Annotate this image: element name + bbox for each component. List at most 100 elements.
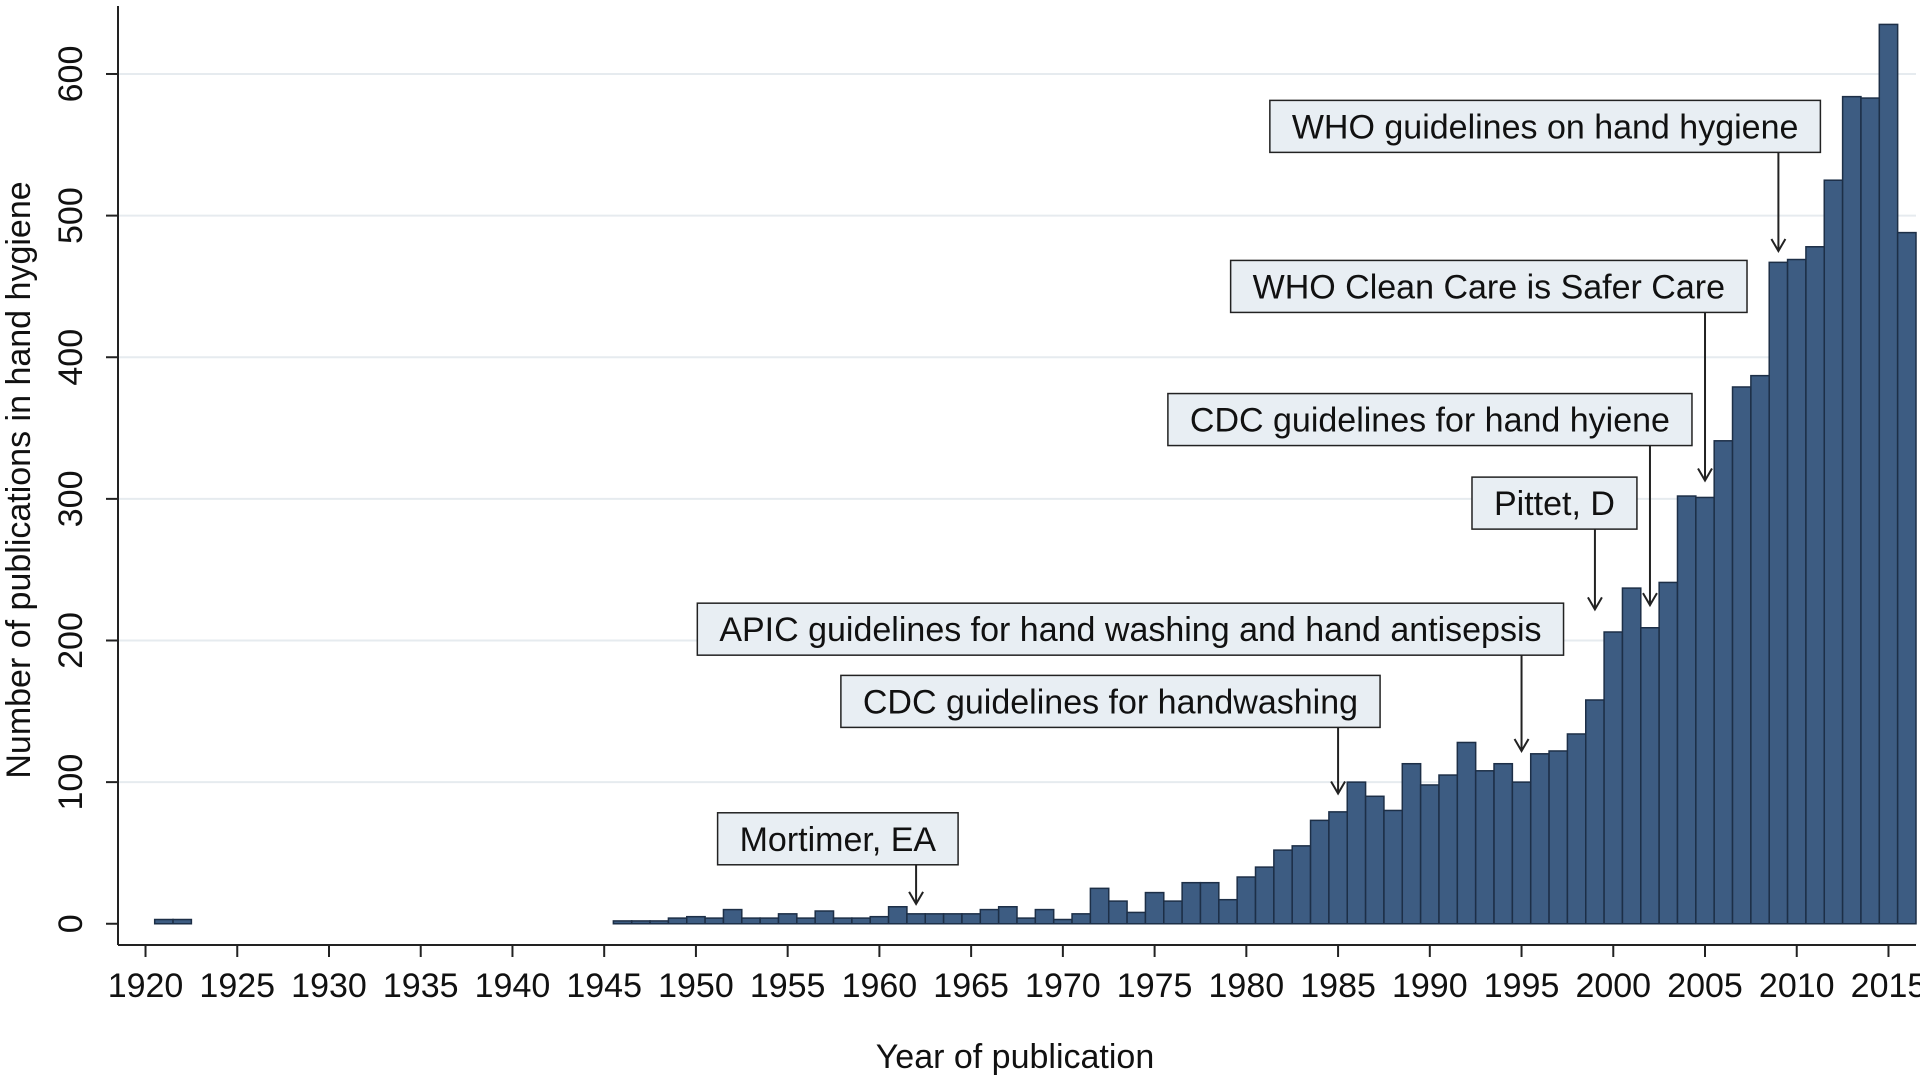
x-tick-label-1975: 1975 (1117, 967, 1193, 1005)
bar-1970 (1052, 918, 1073, 925)
annotation-label-0: WHO guidelines on hand hygiene (1292, 108, 1799, 146)
annotation-3: Pittet, D (1471, 476, 1638, 612)
y-tick-label-200: 200 (52, 612, 90, 669)
y-tick-label-300: 300 (52, 471, 90, 528)
bar-1922 (172, 918, 193, 925)
bar-2013 (1841, 95, 1862, 925)
bar-1958 (832, 917, 853, 925)
annotation-5: CDC guidelines for handwashing (840, 674, 1381, 796)
bar-1997 (1548, 750, 1569, 925)
bar-1951 (704, 917, 725, 925)
bar-1982 (1273, 849, 1293, 925)
bar-2009 (1768, 261, 1789, 925)
bar-1975 (1144, 891, 1165, 925)
bar-1993 (1474, 770, 1495, 925)
x-tick-label-1985: 1985 (1300, 967, 1376, 1005)
bar-2003 (1658, 581, 1679, 925)
annotation-arrowhead-2 (1642, 592, 1658, 608)
annotation-arrowhead-3 (1587, 596, 1603, 612)
bar-1953 (741, 917, 761, 925)
bar-1980 (1236, 876, 1257, 925)
annotation-4: APIC guidelines for hand washing and han… (696, 602, 1565, 753)
x-axis-title: Year of publication (876, 1038, 1155, 1076)
x-tick-label-1925: 1925 (199, 967, 275, 1005)
bar-1952 (722, 908, 743, 925)
y-tick-label-600: 600 (52, 46, 90, 103)
bar-1971 (1071, 913, 1092, 925)
y-tick-label-400: 400 (52, 329, 90, 386)
x-tick-label-1935: 1935 (383, 967, 459, 1005)
y-axis-title: Number of publications in hand hygiene (0, 181, 38, 778)
annotation-box-4 (696, 602, 1565, 656)
bar-1991 (1438, 774, 1459, 925)
annotation-box-1 (1229, 259, 1748, 314)
bar-1995 (1511, 781, 1532, 925)
y-tick-label-100: 100 (52, 754, 90, 811)
bar-2001 (1621, 587, 1642, 925)
annotation-label-2: CDC guidelines for hand hyiene (1190, 402, 1670, 440)
bar-1946 (612, 920, 633, 925)
bar-1921 (153, 918, 174, 925)
x-tick-label-1945: 1945 (566, 967, 642, 1005)
bar-2004 (1676, 495, 1697, 925)
bar-1948 (649, 920, 670, 925)
annotation-box-5 (840, 674, 1381, 729)
bar-1963 (924, 913, 945, 925)
bar-1989 (1401, 762, 1422, 925)
bar-1961 (887, 906, 908, 925)
bar-2011 (1805, 246, 1826, 925)
y-tick-label-500: 500 (52, 187, 90, 244)
x-tick-label-1995: 1995 (1484, 967, 1560, 1005)
bar-1957 (814, 910, 835, 925)
bar-2016 (1896, 231, 1917, 925)
annotation-box-0 (1269, 99, 1822, 154)
bar-2006 (1713, 440, 1734, 925)
annotation-arrowhead-6 (908, 891, 924, 906)
bar-2008 (1750, 374, 1770, 925)
annotation-0: WHO guidelines on hand hygiene (1269, 99, 1822, 254)
x-tick-label-2010: 2010 (1759, 967, 1835, 1005)
annotation-box-6 (716, 812, 959, 866)
x-tick-label-1920: 1920 (108, 967, 184, 1005)
bar-1998 (1566, 733, 1587, 925)
bar-1988 (1383, 809, 1404, 925)
bar-2010 (1786, 258, 1807, 925)
annotation-2: CDC guidelines for hand hyiene (1167, 392, 1693, 608)
annotation-label-5: CDC guidelines for handwashing (863, 683, 1358, 721)
bar-1984 (1309, 819, 1330, 925)
bar-1994 (1493, 762, 1514, 925)
x-tick-label-1980: 1980 (1209, 967, 1285, 1005)
bar-1954 (759, 917, 780, 925)
bar-1981 (1254, 866, 1275, 925)
x-tick-label-2000: 2000 (1575, 967, 1651, 1005)
axes-layer: 0 100 200 300 400 500 600 1920 1925 1930 1935 1940 1… (52, 6, 1920, 1005)
x-tick-label-1930: 1930 (291, 967, 367, 1005)
bar-1985 (1328, 811, 1348, 925)
bar-1978 (1199, 881, 1220, 925)
x-tick-label-1965: 1965 (933, 967, 1009, 1005)
bar-1966 (979, 908, 1000, 925)
bar-1979 (1218, 898, 1238, 925)
bar-1976 (1163, 900, 1183, 925)
annotation-6: Mortimer, EA (716, 812, 959, 906)
annotation-label-4: APIC guidelines for hand washing and han… (719, 611, 1541, 649)
bar-1992 (1456, 741, 1477, 925)
annotation-arrowhead-4 (1513, 738, 1530, 753)
bar-1962 (906, 913, 927, 925)
bar-1977 (1181, 881, 1202, 925)
y-tick-label-0: 0 (52, 914, 90, 933)
bar-1973 (1107, 900, 1128, 925)
bar-2000 (1603, 631, 1624, 925)
bar-2012 (1823, 179, 1844, 925)
bar-1987 (1364, 795, 1385, 925)
bar-1990 (1419, 784, 1440, 925)
bar-1964 (942, 913, 963, 925)
annotations-layer: WHO guidelines on hand hygiene WHO Clean … (696, 99, 1822, 906)
bar-2014 (1860, 97, 1881, 925)
x-tick-label-2015: 2015 (1851, 967, 1920, 1005)
annotation-arrowhead-5 (1330, 780, 1346, 796)
bar-1949 (667, 917, 688, 925)
bar-2007 (1731, 386, 1752, 925)
bars-layer (153, 23, 1917, 925)
bar-1956 (796, 917, 816, 925)
